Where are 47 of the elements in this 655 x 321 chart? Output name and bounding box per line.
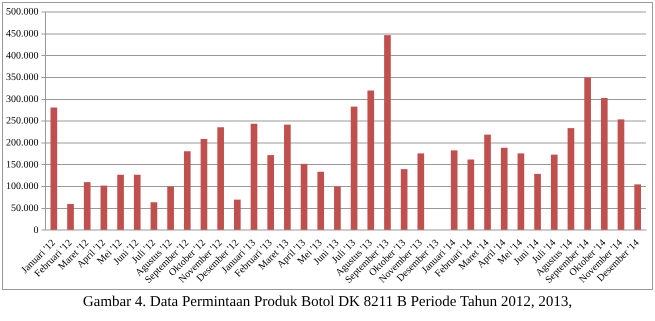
bar — [518, 153, 524, 230]
y-tick-label: 150.000 — [6, 159, 38, 170]
bar — [284, 124, 291, 230]
bar — [468, 159, 474, 230]
bar — [84, 182, 91, 230]
bar — [100, 186, 108, 230]
y-tick-label: 400.000 — [6, 50, 38, 62]
y-tick-label: 200.000 — [6, 138, 38, 149]
bar — [600, 98, 608, 230]
bar — [384, 35, 391, 230]
bar — [334, 186, 341, 230]
bar — [150, 202, 158, 230]
bar — [417, 153, 424, 230]
bar — [267, 155, 274, 230]
bar — [350, 106, 358, 230]
text: Gambar 4. Data Permintaan Produk Botol DK 8211 B Periode Tahun 2012, 2013, — [82, 294, 574, 311]
bar — [367, 90, 374, 230]
bar — [568, 128, 574, 230]
y-tick-label: 0 — [34, 224, 38, 236]
y-tick-label: 350.000 — [6, 72, 38, 84]
y-tick-label: 250.000 — [6, 116, 38, 127]
bar — [634, 184, 641, 230]
bar — [317, 172, 324, 230]
bar — [300, 164, 308, 230]
bar — [200, 138, 208, 230]
bar — [184, 151, 191, 230]
bar — [167, 186, 174, 230]
bar — [500, 148, 508, 230]
bar — [400, 169, 408, 230]
bar — [584, 77, 591, 230]
y-tick-label: 450.000 — [6, 28, 38, 40]
bar — [534, 174, 541, 230]
bar — [67, 204, 74, 230]
y-tick-label: 100.000 — [6, 181, 38, 192]
bar — [450, 150, 458, 230]
y-tick-label: 300.000 — [6, 94, 38, 105]
bar — [550, 154, 558, 230]
bar — [618, 119, 624, 230]
bar — [117, 174, 124, 230]
bar — [484, 134, 491, 230]
y-tick-label: 50.000 — [11, 202, 38, 214]
bar — [217, 127, 224, 230]
y-tick-label: 500.000 — [6, 6, 38, 18]
bar — [250, 124, 258, 230]
bar — [50, 108, 58, 230]
bar — [234, 200, 241, 230]
bar — [134, 174, 141, 230]
